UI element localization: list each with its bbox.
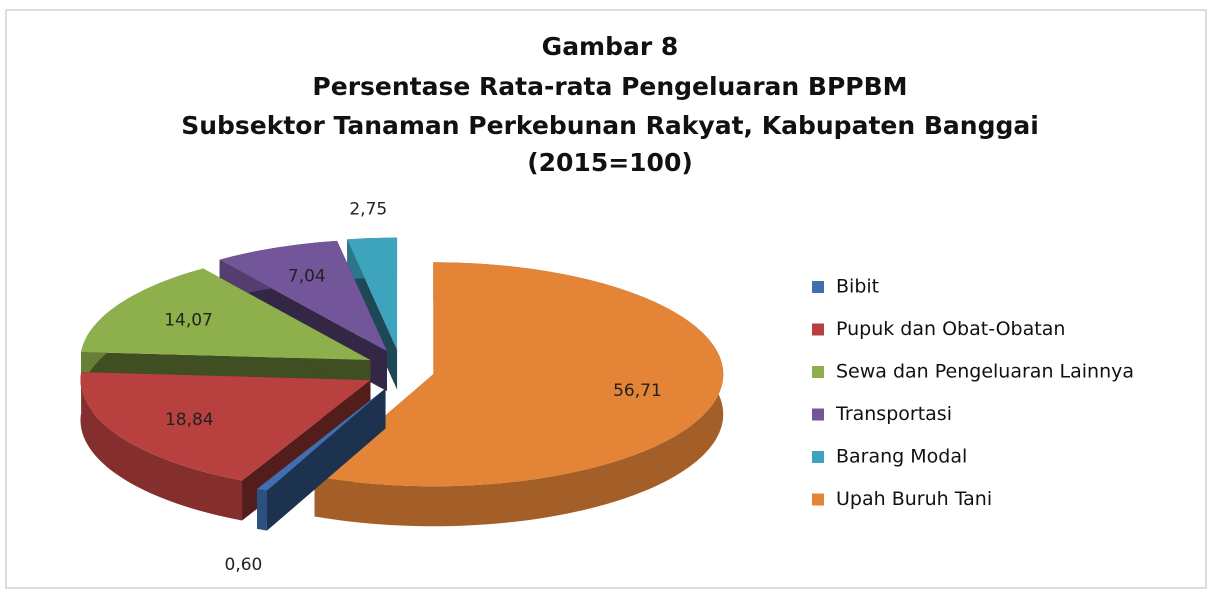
data-label: 56,71 [613,381,662,401]
legend-label: Bibit [836,276,879,298]
chart-title: Persentase Rata-rata Pengeluaran BPPBM [312,72,907,101]
legend-swatch [812,408,824,421]
data-label: 7,04 [288,267,326,287]
slice [347,237,398,350]
slice-side [80,372,243,521]
legend-label: Pupuk dan Obat-Obatan [836,318,1065,340]
data-label: 0,60 [225,555,263,575]
slice [314,262,724,487]
legend-swatch [812,366,824,378]
data-label: 14,07 [164,310,213,330]
legend-swatch [812,281,824,293]
legend-label: Sewa dan Pengeluaran Lainnya [836,361,1134,383]
data-label: 2,75 [349,199,387,219]
chart-title: (2015=100) [527,148,693,177]
chart-title: Gambar 8 [542,32,679,61]
legend-label: Transportasi [835,403,952,425]
slice [219,240,387,352]
legend-label: Upah Buruh Tani [836,488,992,510]
slice-wall [257,388,386,529]
legend-swatch [812,323,824,336]
slice-side [257,488,267,531]
legend-swatch [812,451,824,463]
legend-label: Barang Modal [836,446,967,468]
slice [80,372,371,481]
data-label: 18,84 [165,410,214,430]
legend-swatch [812,493,824,506]
slice [257,388,386,491]
chart-title: Subsektor Tanaman Perkebunan Rakyat, Kab… [181,111,1039,140]
slice [81,268,371,360]
